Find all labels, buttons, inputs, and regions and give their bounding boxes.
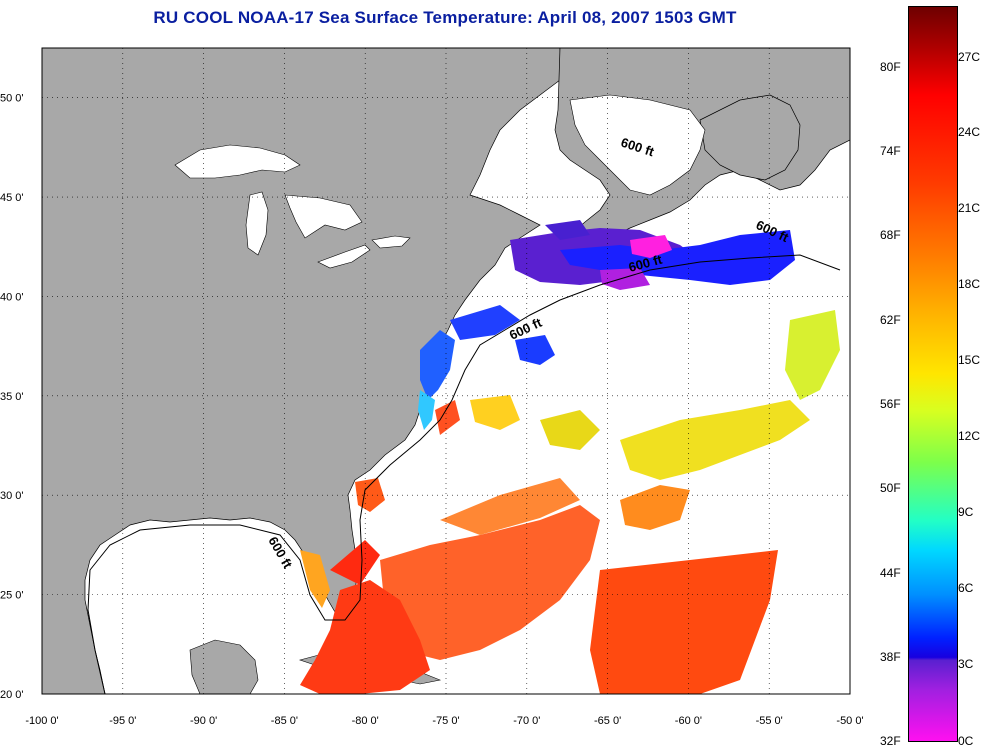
lake-huron [284, 194, 363, 239]
colorbar [908, 6, 958, 742]
lon-tick-label: -85 0' [271, 715, 298, 727]
lake-ontario [371, 235, 411, 249]
longitude-ticks: -100 0' -95 0' -90 0' -85 0' -80 0' -75 0' -70… [25, 715, 863, 727]
colorbar-f-label: 50F [880, 481, 901, 495]
colorbar-f-label: 80F [880, 60, 901, 74]
lon-tick-label: -95 0' [109, 715, 136, 727]
page-title: RU COOL NOAA-17 Sea Surface Temperature:… [153, 8, 737, 27]
colorbar-c-label: 9C [958, 505, 974, 519]
colorbar-f-label: 56F [880, 397, 901, 411]
lake-erie [317, 244, 371, 269]
latitude-ticks: 50 0' 45 0' 40 0' 35 0' 30 0' 25 0' 20 0' [0, 93, 24, 701]
land-yucatan [189, 639, 259, 694]
lon-tick-label: -80 0' [352, 715, 379, 727]
lon-tick-label: -55 0' [756, 715, 783, 727]
lat-tick-label: 30 0' [0, 490, 24, 502]
colorbar-c-label: 12C [958, 429, 981, 443]
lat-tick-label: 20 0' [0, 689, 24, 701]
lat-tick-label: 45 0' [0, 192, 24, 204]
colorbar-c-label: 3C [958, 657, 974, 671]
colorbar-c-label: 21C [958, 201, 981, 215]
lon-tick-label: -60 0' [675, 715, 702, 727]
map-frame [41, 47, 851, 695]
colorbar-f-label: 62F [880, 313, 901, 327]
colorbar-f-label: 38F [880, 650, 901, 664]
colorbar-c-label: 6C [958, 581, 974, 595]
colorbar-f-label: 44F [880, 566, 901, 580]
land-north-america [42, 48, 561, 694]
colorbar-c-label: 0C [958, 734, 974, 748]
colorbar-c-label: 15C [958, 353, 981, 367]
lat-tick-label: 40 0' [0, 291, 24, 303]
colorbar-c-label: 24C [958, 125, 981, 139]
lat-tick-label: 25 0' [0, 590, 24, 602]
colorbar-f-label: 32F [880, 734, 901, 748]
lon-tick-label: -50 0' [836, 715, 863, 727]
isobath-600ft [87, 254, 841, 694]
colorbar-c-label: 18C [958, 277, 981, 291]
colorbar-f-label: 74F [880, 144, 901, 158]
lake-michigan [245, 191, 269, 256]
lat-tick-label: 35 0' [0, 391, 24, 403]
lat-tick-label: 50 0' [0, 93, 24, 105]
land-newfoundland [699, 94, 801, 181]
colorbar-c-label: 27C [958, 50, 981, 64]
gulf-st-lawrence [569, 94, 706, 196]
lon-tick-label: -75 0' [432, 715, 459, 727]
lon-tick-label: -70 0' [513, 715, 540, 727]
lon-tick-label: -100 0' [25, 715, 58, 727]
lake-superior [174, 144, 301, 179]
colorbar-f-label: 68F [880, 228, 901, 242]
lon-tick-label: -65 0' [594, 715, 621, 727]
lon-tick-label: -90 0' [190, 715, 217, 727]
